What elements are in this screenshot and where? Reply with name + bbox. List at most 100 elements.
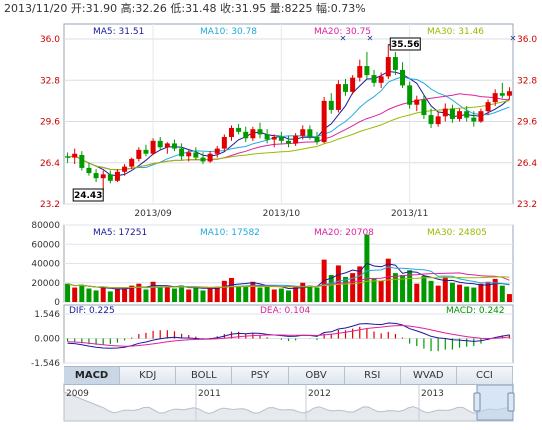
- candle-body: [65, 156, 71, 158]
- navigator-year-label: 2011: [198, 389, 221, 399]
- macd-dea-line: [67, 324, 510, 347]
- volume-bar: [407, 270, 413, 302]
- macd-panel: 1.546 0.000 -1.546 DIF: 0.225 DEA: 0.104 MACD…: [31, 304, 514, 369]
- volume-bar: [186, 289, 192, 302]
- tab-boll[interactable]: BOLL: [176, 367, 233, 384]
- volume-bar: [464, 286, 470, 302]
- tab-macd[interactable]: MACD: [64, 367, 121, 384]
- price-tick-right: 26.4: [517, 159, 537, 169]
- volume-bar: [478, 283, 484, 302]
- volume-bar: [79, 284, 85, 302]
- macd-tick: 1.546: [34, 310, 60, 320]
- candle-body: [122, 166, 128, 172]
- low-annotation-box: [72, 188, 104, 202]
- volume-tick: 0: [54, 298, 60, 308]
- candle-body: [307, 129, 313, 137]
- marker-glyph: ✕: [367, 34, 374, 43]
- volume-bar: [485, 281, 491, 302]
- macd-tick: 0.000: [34, 335, 60, 345]
- candle-body: [471, 117, 477, 122]
- candle-body: [214, 148, 220, 154]
- tab-obv[interactable]: OBV: [289, 367, 345, 384]
- volume-bar: [286, 290, 291, 302]
- tab-kdj[interactable]: KDJ: [120, 367, 177, 384]
- volume-bar: [442, 276, 448, 302]
- candle-body: [79, 155, 85, 168]
- candle-body: [107, 174, 113, 181]
- volume-bar: [257, 287, 263, 302]
- macd-plot-frame: [63, 304, 514, 364]
- price-tick-left: 36.0: [40, 35, 60, 45]
- volume-bar: [179, 285, 185, 302]
- candle-body: [93, 173, 99, 179]
- candle-body: [321, 100, 327, 143]
- volume-bar: [86, 288, 92, 302]
- candle-body: [136, 149, 142, 159]
- candle-body: [343, 84, 349, 92]
- volume-bar: [193, 287, 199, 302]
- candle-body: [392, 57, 398, 70]
- low-value: 31.48: [185, 2, 217, 15]
- candle-body: [378, 76, 384, 83]
- volume-bar: [114, 288, 120, 302]
- volume-legend-ma20: MA20: 20708: [314, 228, 374, 238]
- volume-legend-ma10: MA10: 17582: [200, 228, 260, 238]
- price-tick-right: 29.6: [517, 118, 537, 128]
- tab-cci[interactable]: CCI: [457, 367, 513, 384]
- candle-body: [243, 131, 249, 139]
- high-value: 32.26: [135, 2, 167, 15]
- volume-bar: [350, 273, 356, 302]
- volume-bar: [136, 283, 142, 302]
- volume-bar: [207, 288, 213, 302]
- candle-body: [171, 143, 177, 149]
- date-label: 2013/11: [391, 209, 428, 219]
- price-tick-left: 26.4: [40, 159, 60, 169]
- price-tick-right: 32.8: [517, 76, 537, 86]
- volume-bar: [122, 287, 128, 302]
- candle-body: [143, 149, 149, 154]
- volume-bar: [143, 289, 149, 302]
- navigator-handle[interactable]: [507, 392, 515, 412]
- candle-body: [228, 127, 234, 137]
- quote-header: 2013/11/20 开:31.90 高:32.26 低:31.48 收:31.…: [4, 2, 366, 16]
- low-label: 低:: [170, 2, 186, 15]
- volume-bar: [499, 285, 505, 302]
- volume-bar: [400, 275, 406, 302]
- volume-bar: [364, 234, 370, 302]
- indicator-tabs: MACD KDJ BOLL PSY OBV RSI WVAD CCI: [64, 366, 513, 385]
- price-tick-right: 36.0: [517, 35, 537, 45]
- tab-rsi[interactable]: RSI: [345, 367, 401, 384]
- candle-body: [129, 158, 135, 167]
- volume-tick: 60000: [31, 240, 60, 250]
- open-label: 开:: [70, 2, 86, 15]
- candle-body: [464, 111, 470, 118]
- candle-body: [385, 57, 391, 77]
- volume-bar: [271, 289, 277, 302]
- candle-body: [506, 91, 512, 96]
- low-annotation: 24.43: [74, 191, 102, 201]
- candle-body: [271, 136, 277, 140]
- volume-bar: [314, 287, 320, 302]
- candle-body: [421, 99, 427, 116]
- navigator-panel[interactable]: 2009 2011 2012 2013: [63, 383, 515, 422]
- candle-body: [428, 115, 434, 125]
- volume-tick: 80000: [31, 221, 60, 231]
- volume-bar: [378, 280, 384, 302]
- volume-bar: [300, 282, 306, 302]
- tab-wvad[interactable]: WVAD: [401, 367, 457, 384]
- price-tick-left: 32.8: [40, 76, 60, 86]
- volume-bar: [421, 276, 427, 302]
- candle-body: [164, 143, 170, 148]
- navigator-handle[interactable]: [473, 392, 481, 412]
- tab-psy[interactable]: PSY: [232, 367, 289, 384]
- volume-bar: [435, 285, 441, 302]
- high-annotation: 35.56: [391, 40, 419, 50]
- candle-body: [449, 108, 455, 119]
- candle-body: [278, 136, 284, 141]
- candle-body: [250, 129, 256, 139]
- date-label: 2013/09: [134, 209, 172, 219]
- candle-body: [286, 140, 291, 144]
- candle-body: [179, 148, 185, 157]
- change-value: 0.73%: [330, 2, 366, 15]
